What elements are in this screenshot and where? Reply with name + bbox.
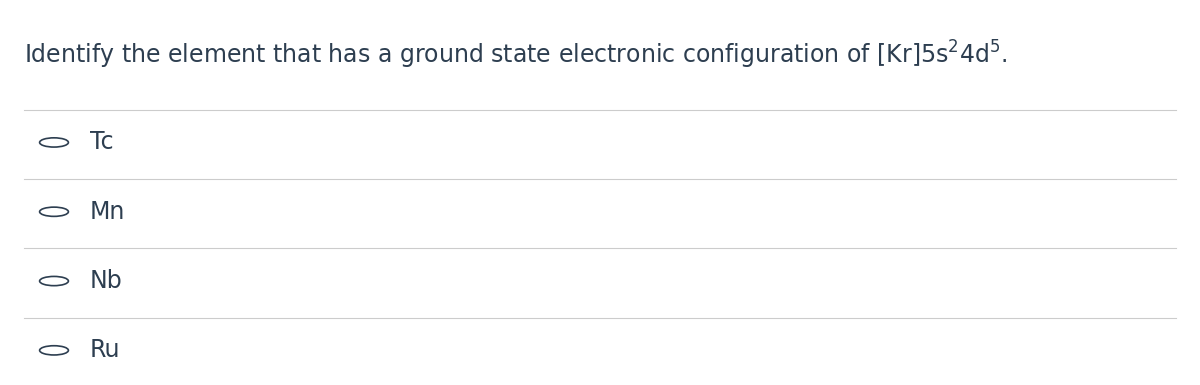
Text: Identify the element that has a ground state electronic configuration of [Kr]5s$: Identify the element that has a ground s… [24,38,1008,71]
Text: Ru: Ru [90,338,120,362]
Text: Nb: Nb [90,269,122,293]
Text: Mn: Mn [90,200,125,224]
Text: Tc: Tc [90,131,114,154]
